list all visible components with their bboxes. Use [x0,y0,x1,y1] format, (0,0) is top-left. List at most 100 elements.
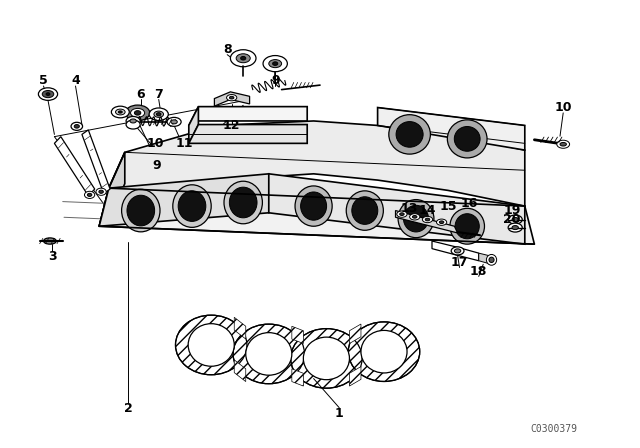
Polygon shape [234,317,246,339]
Ellipse shape [230,50,256,67]
Ellipse shape [134,111,141,115]
Ellipse shape [508,223,522,232]
Ellipse shape [403,205,429,232]
Polygon shape [54,137,95,196]
Text: 2: 2 [124,402,132,415]
Text: 18: 18 [470,264,488,278]
Ellipse shape [396,121,423,147]
Ellipse shape [512,218,518,221]
Polygon shape [189,107,307,125]
Text: 13: 13 [401,202,419,215]
Ellipse shape [74,125,79,128]
Ellipse shape [389,115,431,154]
Ellipse shape [439,221,444,224]
Ellipse shape [38,88,58,100]
Ellipse shape [99,190,104,194]
Ellipse shape [454,126,480,151]
Ellipse shape [413,215,417,218]
Polygon shape [292,369,303,386]
Ellipse shape [149,108,168,121]
Text: 8: 8 [223,43,232,56]
Ellipse shape [410,214,420,220]
Ellipse shape [44,238,56,244]
Ellipse shape [236,54,250,63]
Ellipse shape [303,337,349,380]
Polygon shape [396,211,458,233]
Polygon shape [99,152,125,226]
Ellipse shape [111,106,129,118]
Ellipse shape [175,315,247,375]
Polygon shape [99,121,525,226]
Ellipse shape [450,208,484,244]
Text: 16: 16 [460,197,478,211]
Ellipse shape [352,197,378,224]
Ellipse shape [167,117,181,126]
Ellipse shape [154,111,164,117]
Ellipse shape [295,186,332,226]
Ellipse shape [361,331,407,373]
Ellipse shape [246,332,292,375]
Ellipse shape [118,111,122,113]
Ellipse shape [156,113,161,116]
Text: 15: 15 [439,199,457,213]
Ellipse shape [42,90,54,98]
Text: 17: 17 [451,255,468,269]
Polygon shape [349,324,361,344]
Ellipse shape [71,122,83,130]
Text: 12: 12 [223,119,241,132]
Ellipse shape [230,96,234,99]
Ellipse shape [346,191,383,230]
Text: 4: 4 [71,74,80,87]
Text: 10: 10 [554,101,572,114]
Polygon shape [99,188,534,244]
Polygon shape [99,174,269,226]
Ellipse shape [301,192,326,220]
Ellipse shape [127,195,155,226]
Ellipse shape [126,116,140,125]
Text: 9: 9 [152,159,161,172]
Ellipse shape [508,215,522,224]
Polygon shape [479,253,492,264]
Polygon shape [432,241,479,261]
Ellipse shape [447,120,487,158]
Text: 10: 10 [146,137,164,150]
Ellipse shape [486,254,497,265]
Ellipse shape [560,142,566,146]
Ellipse shape [115,109,125,115]
Ellipse shape [451,247,464,255]
Ellipse shape [46,93,50,95]
Ellipse shape [291,329,362,388]
Text: C0300379: C0300379 [530,424,577,434]
Ellipse shape [96,188,106,195]
Ellipse shape [398,200,434,237]
Polygon shape [189,125,307,143]
Ellipse shape [425,218,430,221]
Ellipse shape [229,187,257,218]
Ellipse shape [422,216,433,223]
Polygon shape [82,130,110,194]
Text: 6: 6 [136,87,145,101]
Text: 1: 1 [335,406,344,420]
Ellipse shape [178,191,206,221]
Ellipse shape [122,189,160,232]
Text: 5: 5 [39,74,48,87]
Ellipse shape [224,181,262,224]
Ellipse shape [397,211,407,217]
Text: 20: 20 [503,213,521,226]
Ellipse shape [227,95,237,101]
Ellipse shape [269,60,282,68]
Text: 9: 9 [271,74,280,87]
Polygon shape [378,108,525,150]
Ellipse shape [512,226,518,229]
Ellipse shape [173,185,211,228]
Ellipse shape [88,194,92,197]
Text: 19: 19 [503,204,521,217]
Ellipse shape [273,62,278,65]
Text: 11: 11 [175,137,193,150]
Ellipse shape [84,191,95,198]
Polygon shape [292,326,303,344]
Ellipse shape [557,140,570,148]
Polygon shape [269,174,525,244]
Polygon shape [349,366,361,386]
Polygon shape [214,92,250,106]
